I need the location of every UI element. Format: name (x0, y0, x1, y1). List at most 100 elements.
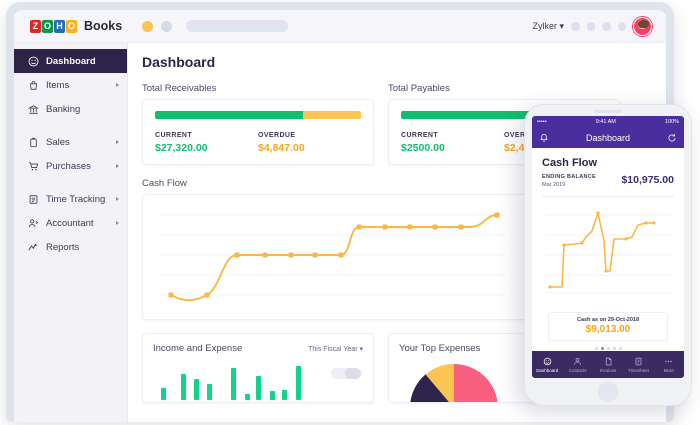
total-payables-title: Total Payables (388, 83, 450, 94)
phone-header-title: Dashboard (585, 132, 631, 143)
browser-top-bar: Z O H O Books Zylker ▾ (14, 10, 666, 43)
battery-icon: 100% (664, 118, 679, 125)
income-expense-toggle[interactable] (331, 368, 361, 379)
zoho-logo: Z O H O (30, 19, 77, 33)
income-expense-card: Income and Expense This Fiscal Year ▾ (142, 333, 374, 403)
address-bar[interactable] (186, 20, 288, 32)
phone-cashflow-chart (546, 211, 672, 294)
organization-name: Zylker (532, 21, 557, 31)
receivables-bar-overdue (303, 111, 361, 119)
page-dot-5[interactable] (618, 347, 622, 350)
purchases-cart-icon (29, 161, 39, 170)
header-icon-placeholder-4[interactable] (617, 22, 626, 31)
phone-app-header: Dashboard (532, 127, 684, 148)
total-receivables-card: CURRENT $27,320.00 OVERDUE $4,847.00 (142, 99, 374, 165)
tab-dot-inactive[interactable] (161, 20, 172, 32)
phone-nav-label: Contacts (568, 367, 587, 373)
time-tracking-icon (29, 194, 38, 204)
page-dot-3[interactable] (606, 347, 610, 350)
phone-page-dots (542, 347, 674, 350)
phone-speaker (594, 110, 622, 113)
phone-status-bar: ••••• 9:41 AM 100% (532, 116, 684, 127)
phone-cashflow-title: Cash Flow (542, 157, 598, 169)
cashflow-line (170, 214, 498, 302)
app-brand[interactable]: Z O H O Books (14, 19, 128, 33)
page-dot-1[interactable] (594, 347, 598, 350)
sidebar-item-time-tracking[interactable]: Time Tracking (14, 187, 127, 211)
phone-home-button[interactable] (597, 381, 619, 402)
phone-tooltip-value: $9,013.00 (585, 324, 631, 335)
phone-screen: ••••• 9:41 AM 100% Dashboard Cash Flow E… (532, 116, 684, 378)
organization-selector[interactable]: Zylker ▾ (532, 21, 564, 32)
phone-bottom-nav: Dashboard Contacts Invoices (532, 351, 684, 378)
sidebar-item-label: Accountant (46, 217, 94, 229)
income-expense-header: Income and Expense This Fiscal Year ▾ (153, 343, 363, 354)
sidebar-item-sales[interactable]: Sales (14, 130, 127, 154)
phone-nav-label: Dashboard (536, 367, 559, 373)
header-icon-placeholder-1[interactable] (571, 22, 580, 31)
sidebar-item-label: Dashboard (46, 55, 96, 67)
page-dot-2[interactable] (600, 347, 604, 350)
top-expenses-pie-chart (410, 363, 498, 402)
signal-icon: ••••• (537, 118, 547, 125)
zoho-letter-o1: O (42, 19, 53, 33)
header-right-group: Zylker ▾ (532, 10, 652, 43)
receivables-bar-current (155, 111, 304, 119)
payables-current-value: $2500.00 (401, 142, 445, 154)
total-receivables-title: Total Receivables (142, 83, 217, 94)
sidebar-item-purchases[interactable]: Purchases (14, 154, 127, 178)
income-expense-title: Income and Expense (153, 343, 243, 354)
brand-product-name: Books (84, 19, 123, 33)
phone-nav-timesheet[interactable]: Timesheet (623, 357, 653, 373)
payables-overdue-label: OVERDUE (504, 132, 542, 139)
cashflow-title: Cash Flow (142, 178, 187, 189)
header-icon-placeholder-2[interactable] (586, 22, 595, 31)
chevron-right-icon (116, 83, 119, 87)
sidebar-divider-1 (14, 121, 127, 130)
phone-nav-invoices[interactable]: Invoices (593, 357, 623, 373)
status-time: 9:41 AM (595, 118, 616, 125)
browser-tab-controls (142, 20, 288, 32)
phone-content: Cash Flow ENDING BALANCE Mar 2019 $10,97… (532, 148, 684, 350)
sidebar: Dashboard Items Banking (14, 43, 128, 422)
bottom-cards-row: Income and Expense This Fiscal Year ▾ (142, 333, 666, 403)
phone-chart-gridlines (546, 214, 672, 294)
sidebar-item-label: Sales (46, 136, 70, 148)
avatar[interactable] (633, 17, 652, 36)
phone-nav-contacts[interactable]: Contacts (562, 357, 592, 373)
page-dot-4[interactable] (612, 347, 616, 350)
dashboard-icon (543, 357, 551, 365)
page-title: Dashboard (142, 54, 216, 70)
tab-dot-active[interactable] (142, 20, 153, 32)
sidebar-item-label: Reports (46, 241, 80, 253)
total-receivables-block: Total Receivables CURRENT $27,320.00 (142, 83, 374, 165)
phone-balance-label: ENDING BALANCE (542, 174, 597, 180)
income-expense-filter[interactable]: This Fiscal Year ▾ (308, 345, 363, 353)
phone-balance-month: Mar 2019 (542, 182, 566, 188)
chevron-right-icon (116, 221, 119, 225)
refresh-icon[interactable] (667, 133, 677, 143)
sidebar-item-label: Purchases (46, 160, 91, 172)
receivables-progress-bar (155, 111, 361, 119)
zoho-letter-h: H (54, 19, 65, 33)
sidebar-item-reports[interactable]: Reports (14, 235, 127, 259)
sidebar-item-accountant[interactable]: Accountant (14, 211, 127, 235)
receivables-current: CURRENT $27,320.00 (155, 132, 258, 154)
sidebar-item-banking[interactable]: Banking (14, 97, 127, 121)
income-expense-bars (161, 366, 301, 400)
pie-slices (410, 363, 498, 402)
phone-frame: ••••• 9:41 AM 100% Dashboard Cash Flow E… (524, 104, 692, 406)
phone-cashflow-line (550, 212, 654, 288)
phone-nav-more[interactable]: More (654, 357, 684, 373)
bell-icon[interactable] (539, 133, 549, 143)
chevron-down-icon: ▾ (559, 21, 564, 31)
sidebar-item-items[interactable]: Items (14, 73, 127, 97)
receivables-current-value: $27,320.00 (155, 142, 208, 154)
sidebar-item-dashboard[interactable]: Dashboard (14, 49, 127, 73)
cashflow-line-chart (159, 212, 505, 302)
zoho-letter-o2: O (66, 19, 77, 33)
invoice-icon (605, 357, 611, 365)
phone-nav-dashboard[interactable]: Dashboard (532, 357, 562, 373)
header-icon-placeholder-3[interactable] (602, 22, 611, 31)
pie-slice-3 (410, 374, 449, 402)
